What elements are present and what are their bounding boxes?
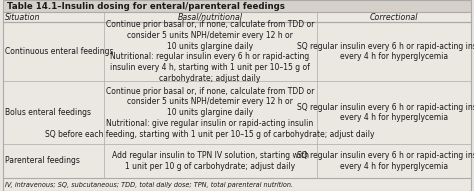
Text: IV, intravenous; SQ, subcutaneous; TDD, total daily dose; TPN, total parenteral : IV, intravenous; SQ, subcutaneous; TDD, …: [5, 182, 293, 188]
Text: Add regular insulin to TPN IV solution, starting with
1 unit per 10 g of carbohy: Add regular insulin to TPN IV solution, …: [111, 151, 309, 171]
Bar: [3, 22, 471, 81]
Text: Parenteral feedings: Parenteral feedings: [5, 156, 80, 165]
Text: Basal/nutritional: Basal/nutritional: [178, 13, 243, 22]
Bar: [3, 0, 471, 12]
Bar: [3, 178, 471, 191]
Bar: [3, 12, 471, 22]
Text: SQ regular insulin every 6 h or rapid-acting insulin
every 4 h for hyperglycemia: SQ regular insulin every 6 h or rapid-ac…: [297, 103, 474, 122]
Bar: [3, 144, 471, 178]
Text: Situation: Situation: [5, 13, 40, 22]
Text: Continue prior basal or, if none, calculate from TDD or
consider 5 units NPH/det: Continue prior basal or, if none, calcul…: [46, 87, 375, 138]
Text: Table 14.1–Insulin dosing for enteral/parenteral feedings: Table 14.1–Insulin dosing for enteral/pa…: [7, 2, 285, 11]
Text: Bolus enteral feedings: Bolus enteral feedings: [5, 108, 91, 117]
Text: Continuous enteral feedings: Continuous enteral feedings: [5, 47, 113, 56]
Bar: [3, 81, 471, 144]
Text: Continue prior basal or, if none, calculate from TDD or
consider 5 units NPH/det: Continue prior basal or, if none, calcul…: [106, 20, 314, 83]
Text: Correctional: Correctional: [370, 13, 418, 22]
Text: SQ regular insulin every 6 h or rapid-acting insulin
every 4 h for hyperglycemia: SQ regular insulin every 6 h or rapid-ac…: [297, 151, 474, 171]
Text: SQ regular insulin every 6 h or rapid-acting insulin
every 4 h for hyperglycemia: SQ regular insulin every 6 h or rapid-ac…: [297, 42, 474, 62]
